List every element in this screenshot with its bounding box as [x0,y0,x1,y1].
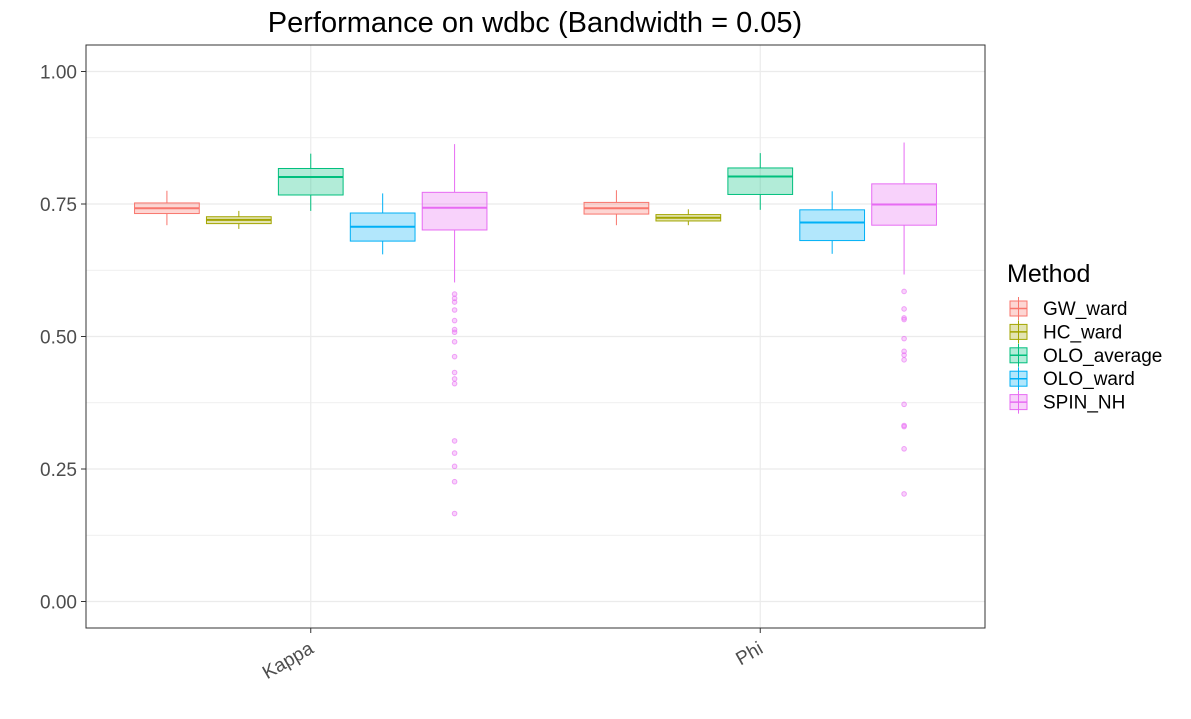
outlier-point [451,295,458,302]
outlier-point [451,376,458,382]
outlier-point [901,288,907,295]
legend-label: GW_ward [1043,299,1127,320]
outlier-point [901,423,907,430]
outlier-point [901,352,907,358]
legend-item-GW_ward: GW_ward [1009,297,1127,320]
box-SPIN_NH-Phi [871,142,937,497]
outlier-point [451,339,458,345]
outlier-point [451,510,458,517]
outlier-point [451,299,458,305]
outlier-point [901,446,907,452]
box-HC_ward-Phi [655,209,722,226]
x-axis: Kappa Phi [259,628,767,684]
y-tick-label: 0.00 [40,593,77,614]
legend-label: OLO_ward [1043,369,1135,390]
legend-item-OLO_ward: OLO_ward [1009,367,1135,391]
outlier-point [451,329,458,336]
legend-item-HC_ward: HC_ward [1009,320,1122,344]
outlier-point [901,335,907,342]
y-axis: 0.00 0.25 0.50 0.75 1.00 [40,63,86,614]
box-iqr [421,191,488,231]
outlier-point [451,463,458,470]
outlier-point [451,438,458,444]
box-OLO_ward-Kappa [349,193,416,255]
y-tick-label: 0.50 [40,328,77,349]
outlier-point [451,307,458,313]
outlier-point [451,353,458,360]
y-tick-label: 1.00 [40,63,77,84]
outlier-point [901,491,907,497]
outlier-point [451,450,458,456]
x-tick-label: Kappa [259,638,317,684]
chart-title: Performance on wdbc (Bandwidth = 0.05) [268,7,802,39]
outlier-point [901,306,907,312]
box-iqr [277,167,344,196]
legend-label: OLO_average [1043,346,1162,367]
grid-lines [86,45,985,628]
outlier-point [451,380,458,387]
x-tick-label: Phi [732,638,766,670]
outlier-point [901,357,907,363]
box-HC_ward-Kappa [205,210,272,229]
outlier-point [901,401,907,408]
box-iqr [727,167,794,195]
box-GW_ward-Kappa [134,190,200,226]
box-SPIN_NH-Kappa [421,144,488,517]
outlier-point [451,317,458,324]
y-tick-label: 0.25 [40,460,77,481]
outlier-point [451,478,458,485]
legend-label: SPIN_NH [1043,393,1125,414]
legend-item-SPIN_NH: SPIN_NH [1009,390,1125,414]
outlier-point [901,316,907,323]
y-tick-label: 0.75 [40,195,77,216]
outlier-point [901,348,907,355]
legend-item-OLO_average: OLO_average [1009,343,1162,367]
box-GW_ward-Phi [583,190,650,226]
legend-label: HC_ward [1043,322,1122,343]
box-OLO_average-Phi [727,153,794,210]
outlier-point [451,369,458,376]
box-OLO_ward-Phi [799,191,866,254]
legend-title: Method [1007,260,1090,288]
box-layer [134,142,937,517]
box-iqr [799,209,866,242]
box-OLO_average-Kappa [277,153,344,211]
